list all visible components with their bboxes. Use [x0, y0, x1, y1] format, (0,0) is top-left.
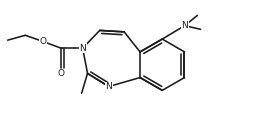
Text: N: N — [105, 82, 112, 91]
Text: N: N — [181, 21, 188, 30]
Text: O: O — [39, 37, 46, 46]
Text: N: N — [79, 44, 86, 53]
Text: O: O — [58, 69, 65, 78]
